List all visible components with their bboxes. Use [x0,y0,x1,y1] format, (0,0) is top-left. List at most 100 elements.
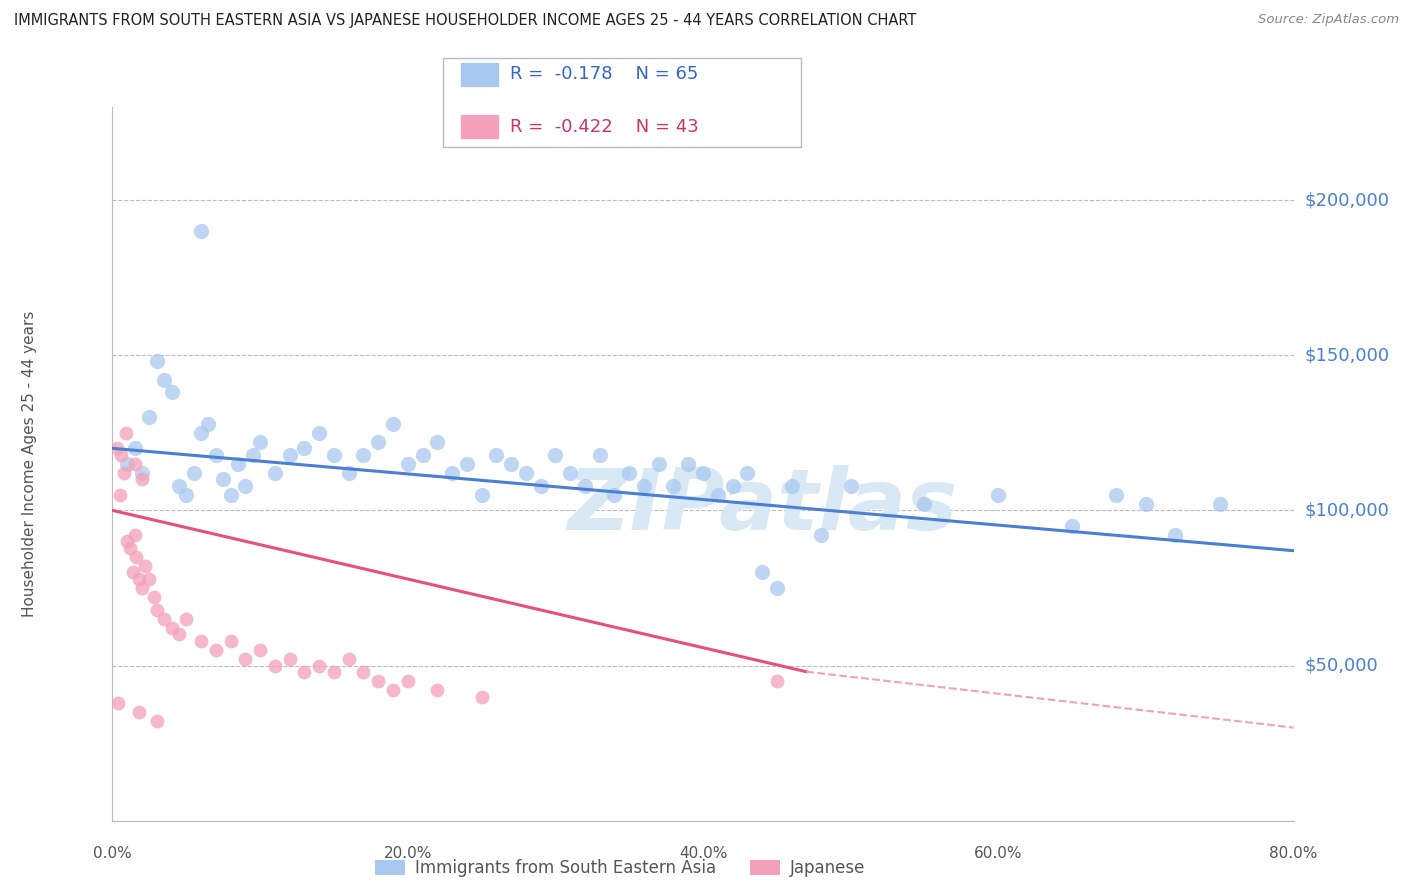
Point [174,612,197,626]
Point [647,457,671,471]
Point [219,488,242,502]
Point [323,448,346,462]
Point [308,425,330,440]
Point [588,448,610,462]
Point [560,466,582,480]
Text: 20.0%: 20.0% [384,846,432,861]
Point [117,457,138,471]
Point [134,559,156,574]
Point [197,417,219,431]
Point [190,425,212,440]
Point [470,690,494,704]
Point [128,705,150,719]
Point [128,572,150,586]
Point [412,448,434,462]
Point [619,466,641,480]
Point [112,466,135,480]
Point [914,497,936,511]
Point [308,658,330,673]
Text: 0.0%: 0.0% [93,846,132,861]
Point [574,478,596,492]
Text: 40.0%: 40.0% [679,846,727,861]
Point [183,466,205,480]
Point [426,683,449,698]
Point [226,457,249,471]
Point [120,541,142,555]
Point [205,643,228,657]
Point [124,528,146,542]
Point [219,633,242,648]
Point [485,448,508,462]
Text: R =  -0.178    N = 65: R = -0.178 N = 65 [510,65,699,83]
Point [125,549,148,564]
Point [337,466,360,480]
Text: Householder Income Ages 25 - 44 years: Householder Income Ages 25 - 44 years [22,310,38,617]
Point [603,488,626,502]
Point [292,442,315,456]
Point [146,354,169,368]
Text: $50,000: $50,000 [1305,657,1378,674]
Point [264,466,287,480]
Point [105,442,128,456]
Point [233,478,256,492]
Point [780,478,803,492]
Point [190,633,212,648]
Point [707,488,730,502]
Point [544,448,567,462]
Point [501,457,523,471]
Text: $150,000: $150,000 [1305,346,1389,364]
Point [153,373,176,387]
Point [396,673,419,688]
Point [249,643,271,657]
Point [107,696,129,710]
Point [441,466,464,480]
Point [146,714,169,729]
Point [249,435,271,450]
Text: 80.0%: 80.0% [1270,846,1317,861]
Point [242,448,264,462]
Point [124,442,146,456]
Point [737,466,759,480]
Point [167,627,190,641]
Point [352,448,374,462]
Point [456,457,478,471]
Point [138,410,160,425]
Point [1208,497,1232,511]
Text: $100,000: $100,000 [1305,501,1389,519]
Point [138,572,160,586]
Point [987,488,1010,502]
Point [292,665,315,679]
Point [264,658,287,673]
Point [190,224,212,238]
Point [633,478,655,492]
Point [131,581,153,595]
Point [160,621,183,635]
Point [662,478,685,492]
Point [529,478,551,492]
Text: 60.0%: 60.0% [974,846,1022,861]
Point [167,478,190,492]
Point [1135,497,1157,511]
Point [367,673,389,688]
Point [1164,528,1187,542]
Point [131,466,153,480]
Point [142,591,165,605]
Point [470,488,494,502]
Point [382,683,405,698]
Point [278,652,301,666]
Point [174,488,197,502]
Point [1105,488,1128,502]
Point [678,457,700,471]
Point [124,457,146,471]
Point [117,534,138,549]
Legend: Immigrants from South Eastern Asia, Japanese: Immigrants from South Eastern Asia, Japa… [368,853,872,884]
Point [233,652,256,666]
Point [146,602,169,616]
Point [721,478,744,492]
Text: ZIPatlas: ZIPatlas [567,465,957,549]
Point [352,665,374,679]
Text: R =  -0.422    N = 43: R = -0.422 N = 43 [510,118,699,136]
Point [367,435,389,450]
Point [810,528,832,542]
Point [108,488,131,502]
